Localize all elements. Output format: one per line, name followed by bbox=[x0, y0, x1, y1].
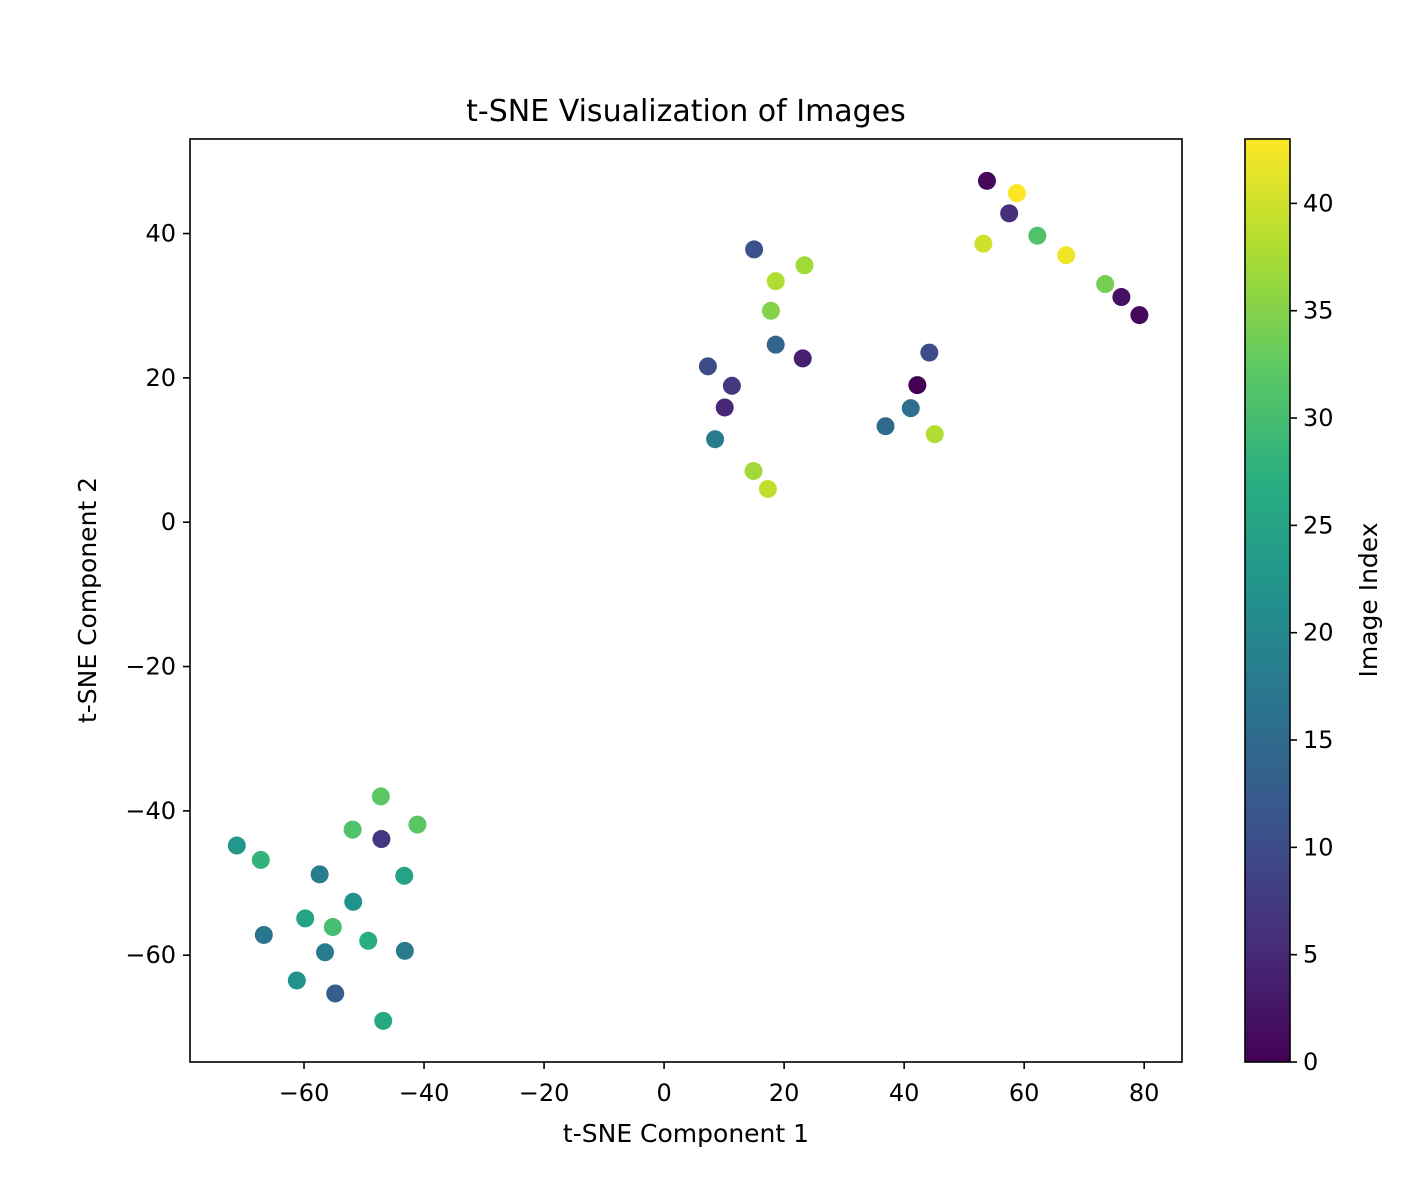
scatter-point bbox=[901, 399, 920, 418]
colorbar-tick-label: 0 bbox=[1303, 1048, 1318, 1076]
scatter-point bbox=[706, 430, 725, 449]
scatter-point bbox=[974, 234, 993, 253]
scatter-point bbox=[908, 376, 927, 395]
scatter-point bbox=[1007, 184, 1026, 203]
colorbar-frame bbox=[1244, 138, 1291, 1063]
scatter-point bbox=[254, 925, 273, 944]
scatter-point bbox=[326, 984, 345, 1003]
colorbar-tick-label: 20 bbox=[1303, 619, 1334, 647]
scatter-point bbox=[374, 1011, 393, 1030]
colorbar-ticks: 0 5 10 15 20 25 30 35 40 bbox=[1290, 189, 1334, 1076]
y-axis-ticks: −60 −40 −20 0 20 40 bbox=[125, 220, 190, 969]
scatter-point bbox=[793, 349, 812, 368]
scatter-point bbox=[698, 357, 717, 376]
colorbar-tick-label: 30 bbox=[1303, 404, 1334, 432]
points-layer bbox=[227, 171, 1149, 1030]
x-axis-ticks: −60 −40 −20 0 20 40 60 80 bbox=[279, 1062, 1160, 1107]
scatter-point bbox=[395, 941, 414, 960]
scatter-point bbox=[766, 272, 785, 291]
scatter-point bbox=[925, 425, 944, 444]
x-axis-label: t-SNE Component 1 bbox=[563, 1119, 809, 1148]
y-tick-label: −40 bbox=[125, 797, 176, 825]
colorbar-tick-label: 40 bbox=[1303, 189, 1334, 217]
scatter-point bbox=[296, 909, 315, 928]
scatter-point bbox=[715, 398, 734, 417]
scatter-point bbox=[1028, 226, 1047, 245]
scatter-point bbox=[722, 376, 741, 395]
scatter-point bbox=[1112, 288, 1131, 307]
scatter-point bbox=[758, 480, 777, 499]
chart-title: t-SNE Visualization of Images bbox=[466, 94, 906, 129]
y-tick-label: 40 bbox=[145, 220, 176, 248]
scatter-point bbox=[395, 866, 414, 885]
scatter-point bbox=[251, 850, 270, 869]
scatter-point bbox=[1130, 306, 1149, 325]
scatter-point bbox=[977, 171, 996, 190]
scatter-point bbox=[310, 865, 329, 884]
y-tick-label: 20 bbox=[145, 364, 176, 392]
scatter-point bbox=[372, 830, 391, 849]
scatter-point bbox=[371, 787, 390, 806]
scatter-point bbox=[876, 417, 895, 436]
y-tick-label: −60 bbox=[125, 941, 176, 969]
y-axis-label: t-SNE Component 2 bbox=[73, 477, 102, 723]
scatter-point bbox=[316, 943, 335, 962]
scatter-point bbox=[287, 971, 306, 990]
y-tick-label: −20 bbox=[125, 653, 176, 681]
scatter-point bbox=[744, 461, 763, 480]
scatter-point bbox=[344, 892, 363, 911]
scatter-point bbox=[1000, 204, 1019, 223]
colorbar-tick-label: 35 bbox=[1303, 297, 1334, 325]
scatter-point bbox=[920, 343, 939, 362]
scatter-point bbox=[323, 918, 342, 937]
x-tick-label: 40 bbox=[889, 1079, 920, 1107]
x-tick-label: 60 bbox=[1009, 1079, 1040, 1107]
scatter-point bbox=[761, 301, 780, 320]
scatter-point bbox=[1096, 275, 1115, 294]
scatter-point bbox=[359, 931, 378, 950]
scatter-point bbox=[1057, 246, 1076, 265]
colorbar bbox=[1245, 139, 1290, 1062]
plot-frame bbox=[189, 138, 1183, 1063]
x-tick-label: 0 bbox=[656, 1079, 671, 1107]
colorbar-tick-label: 10 bbox=[1303, 833, 1334, 861]
colorbar-tick-label: 15 bbox=[1303, 726, 1334, 754]
scatter-point bbox=[766, 335, 785, 354]
colorbar-tick-label: 5 bbox=[1303, 941, 1318, 969]
x-tick-label: −40 bbox=[399, 1079, 450, 1107]
scatter-point bbox=[343, 820, 362, 839]
scatter-point bbox=[745, 240, 764, 259]
scatter-point bbox=[795, 256, 814, 275]
colorbar-tick-label: 25 bbox=[1303, 511, 1334, 539]
x-tick-label: 80 bbox=[1129, 1079, 1160, 1107]
scatter-point bbox=[408, 815, 427, 834]
x-tick-label: −20 bbox=[519, 1079, 570, 1107]
x-tick-label: 20 bbox=[769, 1079, 800, 1107]
y-tick-label: 0 bbox=[161, 508, 176, 536]
scatter-point bbox=[227, 836, 246, 855]
x-tick-label: −60 bbox=[279, 1079, 330, 1107]
colorbar-label: Image Index bbox=[1354, 522, 1383, 677]
